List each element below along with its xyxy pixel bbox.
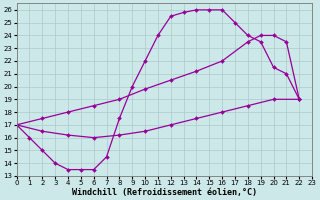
X-axis label: Windchill (Refroidissement éolien,°C): Windchill (Refroidissement éolien,°C) bbox=[72, 188, 257, 197]
